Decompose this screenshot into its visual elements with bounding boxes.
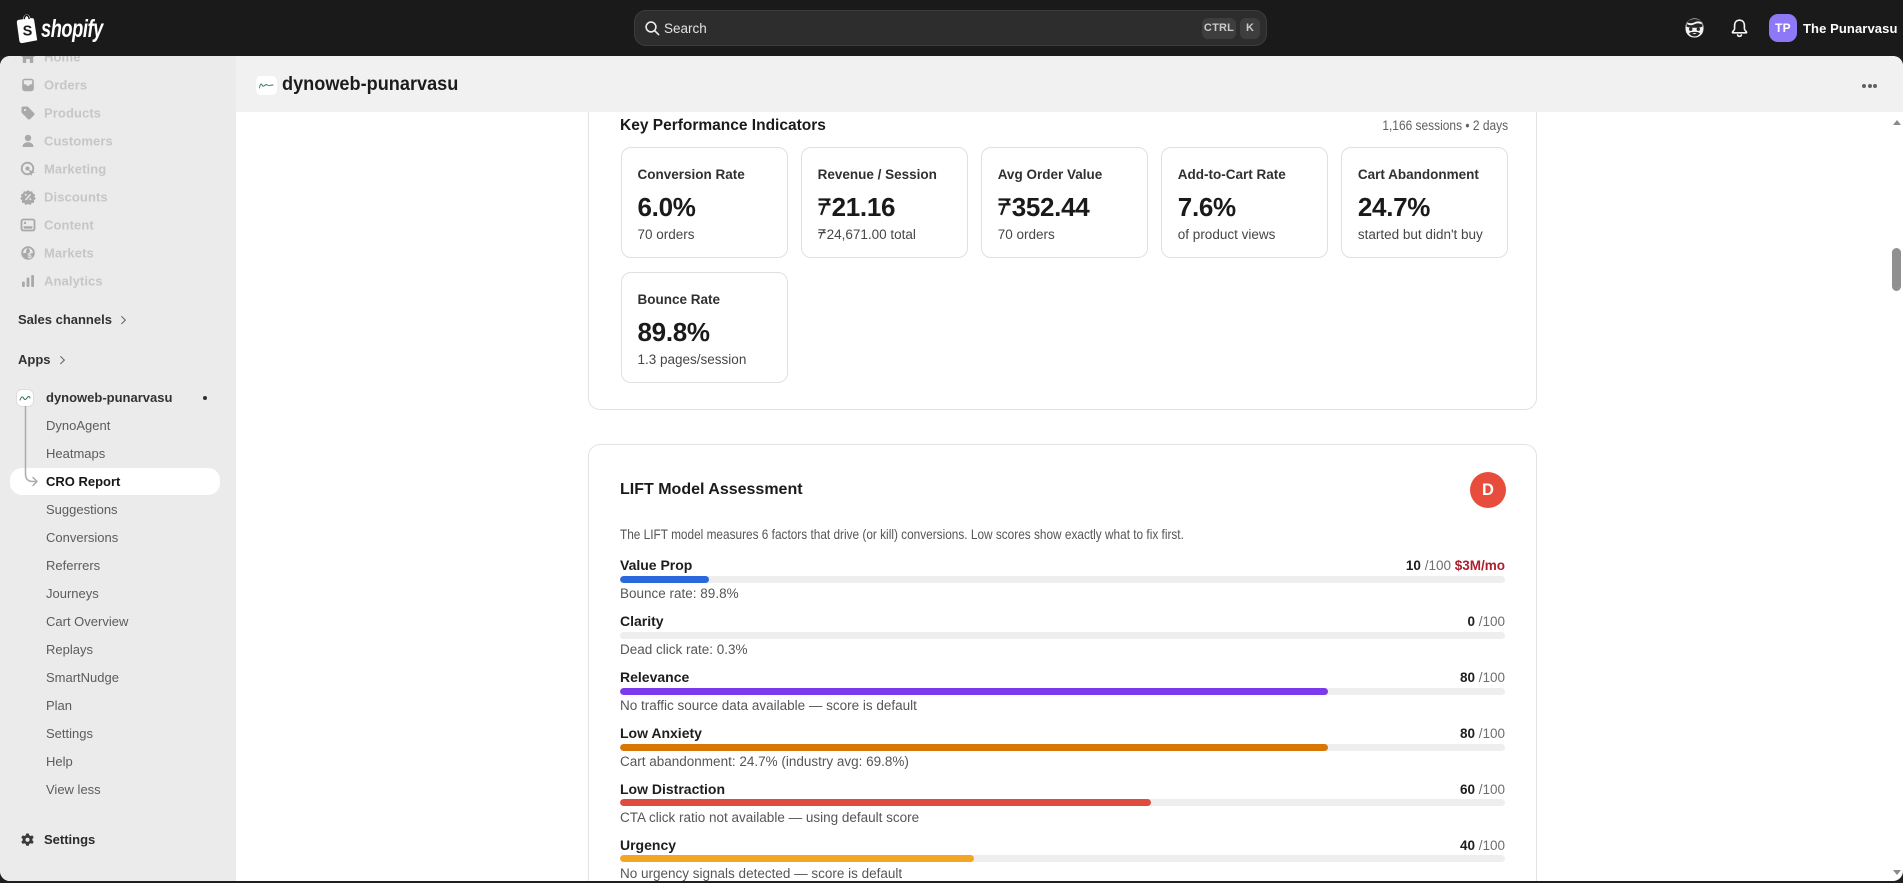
svg-text:S: S — [23, 24, 33, 40]
svg-text:$: $ — [28, 251, 33, 260]
